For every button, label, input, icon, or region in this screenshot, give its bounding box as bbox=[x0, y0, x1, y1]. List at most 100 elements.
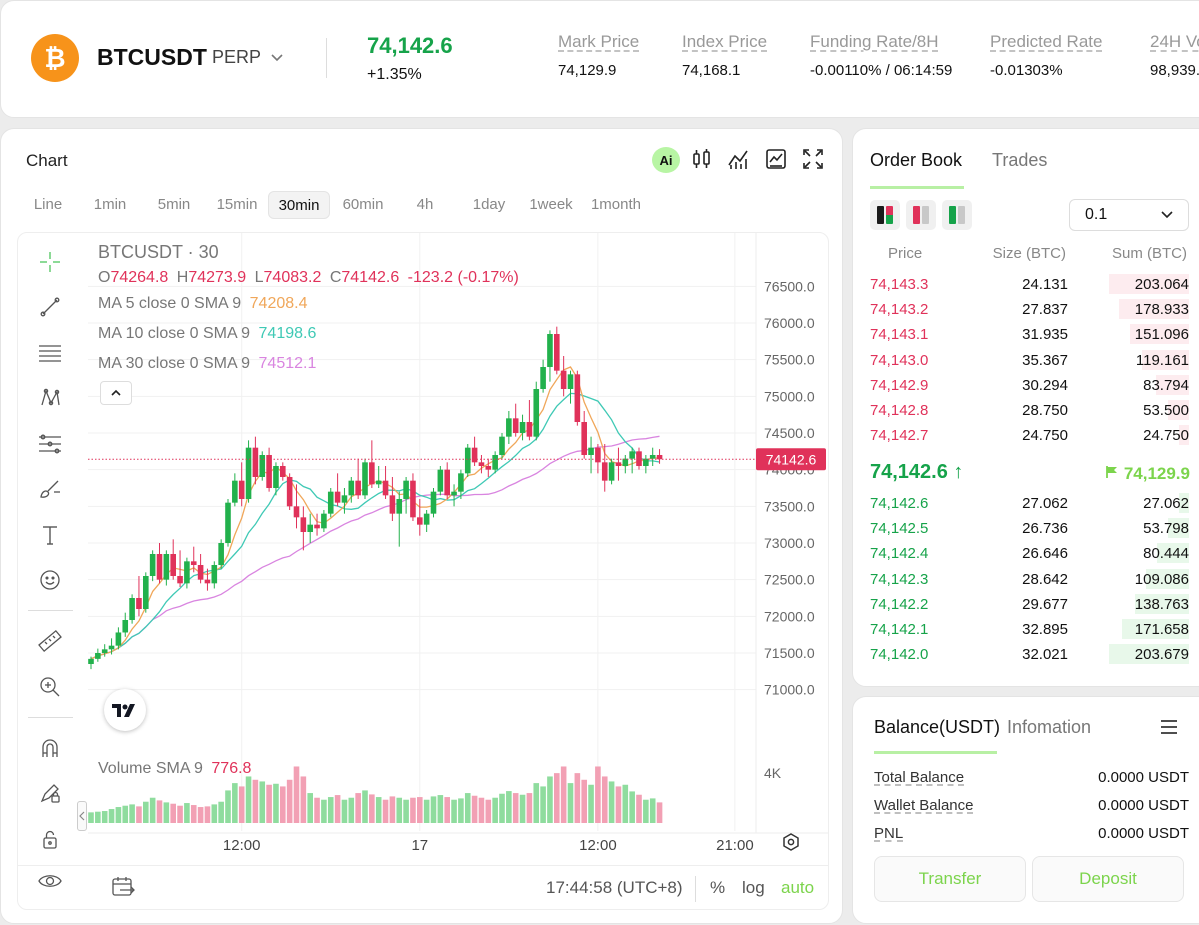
timezone-clock[interactable]: 17:44:58 (UTC+8) bbox=[546, 878, 683, 897]
volume-bar bbox=[417, 797, 423, 823]
tab-balance[interactable]: Balance(USDT) bbox=[874, 717, 1001, 737]
volume-bar bbox=[143, 801, 149, 823]
ask-row[interactable]: 74,143.2 27.837 178.933 bbox=[853, 297, 1199, 322]
tab-information[interactable]: Infomation bbox=[1007, 717, 1092, 737]
stat-label[interactable]: Funding Rate/8H bbox=[810, 32, 939, 51]
ma5-legend[interactable]: MA 5 close 0 SMA 9 74208.4 bbox=[98, 295, 311, 313]
book-mode-asks-icon[interactable] bbox=[906, 200, 936, 230]
chart-canvas[interactable]: 76500.076000.075500.075000.074500.074000… bbox=[17, 232, 829, 910]
precision-select[interactable]: 0.1 bbox=[1069, 199, 1189, 231]
volume-bar bbox=[430, 796, 437, 823]
stat-label[interactable]: Predicted Rate bbox=[990, 32, 1103, 51]
ask-row[interactable]: 74,142.9 30.294 83.794 bbox=[853, 373, 1199, 398]
log-scale-button[interactable]: log bbox=[742, 878, 765, 897]
book-mode-both-icon[interactable] bbox=[870, 200, 900, 230]
crosshair-icon[interactable] bbox=[36, 248, 64, 276]
visibility-eye-icon[interactable] bbox=[36, 867, 64, 895]
row-price: 74,142.2 bbox=[870, 595, 929, 613]
ma10-legend[interactable]: MA 10 close 0 SMA 9 74198.6 bbox=[98, 325, 320, 343]
depth-bar bbox=[1156, 374, 1189, 395]
ask-row[interactable]: 74,143.0 35.367 119.161 bbox=[853, 348, 1199, 373]
trend-line-icon[interactable] bbox=[36, 293, 64, 321]
horizontal-lines-icon[interactable] bbox=[36, 339, 64, 367]
candle-body bbox=[293, 506, 300, 518]
ask-row[interactable]: 74,143.1 31.935 151.096 bbox=[853, 322, 1199, 347]
timeframe-60min[interactable]: 60min bbox=[342, 196, 384, 213]
candle-body bbox=[129, 598, 135, 620]
lock-drawings-icon[interactable] bbox=[36, 779, 64, 807]
text-tool-icon[interactable] bbox=[36, 521, 64, 549]
bid-row[interactable]: 74,142.0 32.021 203.679 bbox=[853, 642, 1199, 667]
timeframe-line[interactable]: Line bbox=[33, 196, 63, 213]
date-range-icon[interactable] bbox=[110, 875, 136, 904]
volume-bar bbox=[266, 784, 272, 823]
balance-label[interactable]: Wallet Balance bbox=[874, 797, 974, 814]
timeframe-15min[interactable]: 15min bbox=[216, 196, 258, 213]
volume-bar bbox=[293, 766, 300, 823]
volume-bar bbox=[403, 799, 409, 823]
emoji-icon[interactable] bbox=[36, 566, 64, 594]
indicators-icon[interactable] bbox=[727, 147, 751, 171]
timeframe-1month[interactable]: 1month bbox=[590, 196, 642, 213]
candlestick-type-icon[interactable] bbox=[690, 147, 714, 171]
timeframe-30min[interactable]: 30min bbox=[268, 191, 330, 219]
ask-row[interactable]: 74,143.3 24.131 203.064 bbox=[853, 272, 1199, 297]
stat-label[interactable]: Mark Price bbox=[558, 32, 640, 51]
percent-scale-button[interactable]: % bbox=[710, 878, 726, 897]
bid-row[interactable]: 74,142.4 26.646 80.444 bbox=[853, 541, 1199, 566]
pattern-tool-icon[interactable] bbox=[36, 384, 64, 412]
balance-label[interactable]: Total Balance bbox=[874, 769, 965, 786]
timeframe-1min[interactable]: 1min bbox=[93, 196, 127, 213]
menu-icon[interactable] bbox=[1160, 719, 1178, 740]
chart-settings-icon[interactable] bbox=[764, 147, 788, 171]
ma30-legend[interactable]: MA 30 close 0 SMA 9 74512.1 bbox=[98, 355, 320, 373]
row-price: 74,142.1 bbox=[870, 621, 929, 638]
timeframe-5min[interactable]: 5min bbox=[157, 196, 191, 213]
balance-label[interactable]: PNL bbox=[874, 825, 904, 842]
tab-order-book[interactable]: Order Book bbox=[870, 150, 963, 170]
bid-row[interactable]: 74,142.2 29.677 138.763 bbox=[853, 592, 1199, 617]
volume-legend[interactable]: Volume SMA 9 776.8 bbox=[98, 760, 255, 778]
ask-row[interactable]: 74,142.8 28.750 53.500 bbox=[853, 398, 1199, 423]
fullscreen-icon[interactable] bbox=[801, 147, 825, 171]
ruler-icon[interactable] bbox=[36, 627, 64, 655]
auto-scale-button[interactable]: auto bbox=[781, 878, 815, 897]
bid-row[interactable]: 74,142.6 27.062 27.062 bbox=[853, 491, 1199, 516]
price-chart[interactable]: 76500.076000.075500.075000.074500.074000… bbox=[18, 233, 829, 910]
magnet-icon[interactable] bbox=[36, 734, 64, 762]
bid-row[interactable]: 74,142.3 28.642 109.086 bbox=[853, 567, 1199, 592]
fibonacci-icon[interactable] bbox=[36, 430, 64, 458]
tradingview-logo-icon[interactable] bbox=[104, 689, 146, 731]
time-axis-settings-icon[interactable] bbox=[783, 833, 799, 851]
volume-bar bbox=[211, 804, 218, 823]
tab-trades[interactable]: Trades bbox=[992, 150, 1048, 170]
candle-body bbox=[649, 455, 656, 459]
deposit-button[interactable]: Deposit bbox=[1032, 856, 1184, 902]
ask-row[interactable]: 74,142.7 24.750 24.750 bbox=[853, 423, 1199, 448]
candle-body bbox=[225, 502, 231, 543]
candle-body bbox=[464, 447, 471, 474]
zoom-in-icon[interactable] bbox=[36, 673, 64, 701]
ai-assistant-button[interactable]: Ai bbox=[652, 147, 680, 173]
timeframe-4h[interactable]: 4h bbox=[416, 196, 434, 213]
volume-bar bbox=[588, 784, 594, 823]
volume-bar bbox=[177, 805, 183, 823]
timeframe-1day[interactable]: 1day bbox=[472, 196, 506, 213]
bid-row[interactable]: 74,142.5 26.736 53.798 bbox=[853, 516, 1199, 541]
stat-label[interactable]: Index Price bbox=[682, 32, 768, 51]
contract-type[interactable]: PERP bbox=[212, 47, 262, 67]
stat-label[interactable]: 24H Vol bbox=[1150, 32, 1199, 51]
transfer-button[interactable]: Transfer bbox=[874, 856, 1026, 902]
candle-body bbox=[540, 367, 546, 389]
toolbar-collapse-handle[interactable] bbox=[77, 801, 87, 831]
chevron-down-icon[interactable] bbox=[269, 49, 285, 70]
volume-bar bbox=[190, 805, 197, 823]
timeframe-1week[interactable]: 1week bbox=[529, 196, 573, 213]
lock-icon[interactable] bbox=[36, 825, 64, 853]
book-mode-bids-icon[interactable] bbox=[942, 200, 972, 230]
bid-row[interactable]: 74,142.1 32.895 171.658 bbox=[853, 617, 1199, 642]
legend-collapse-button[interactable] bbox=[100, 381, 132, 405]
brush-icon[interactable] bbox=[36, 475, 64, 503]
stat-value: -0.00110% / 06:14:59 bbox=[810, 62, 953, 79]
symbol-name[interactable]: BTCUSDT bbox=[97, 44, 207, 70]
